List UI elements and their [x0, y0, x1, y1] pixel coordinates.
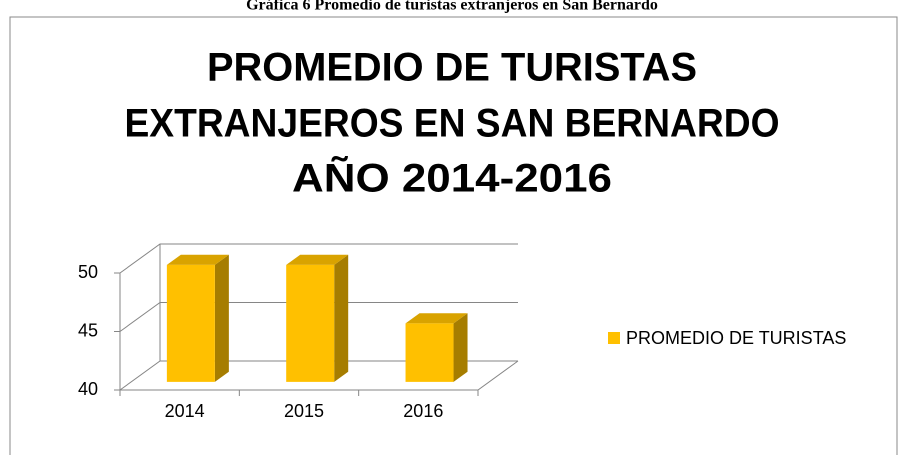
y-tick-label: 40 — [78, 379, 98, 399]
bar — [286, 264, 335, 382]
legend-label: PROMEDIO DE TURISTAS — [626, 328, 846, 348]
grid-line — [119, 243, 518, 274]
bar — [405, 323, 454, 382]
chart-frame — [9, 16, 898, 455]
grid-line — [119, 302, 518, 332]
bar — [166, 264, 215, 382]
caption: Gráfica 6 Promedio de turistas extranjer… — [246, 0, 658, 14]
grid-line — [119, 360, 518, 391]
bar-top — [166, 254, 229, 265]
bar-top — [286, 254, 349, 265]
chart-title: PROMEDIO DE TURISTAS — [207, 46, 697, 90]
y-tick-label: 45 — [78, 320, 98, 340]
y-tick-label: 50 — [78, 262, 98, 282]
bar-top — [405, 313, 468, 324]
bar-side — [214, 254, 229, 382]
bar-side — [334, 254, 349, 382]
chart-title: EXTRANJEROS EN SAN BERNARDO — [125, 102, 780, 146]
x-tick-label: 2016 — [403, 401, 443, 421]
x-tick-label: 2014 — [165, 401, 205, 421]
chart-title: AÑO 2014-2016 — [292, 155, 612, 201]
legend-swatch — [608, 332, 620, 344]
bar-side — [453, 313, 468, 382]
x-tick-label: 2015 — [284, 401, 324, 421]
